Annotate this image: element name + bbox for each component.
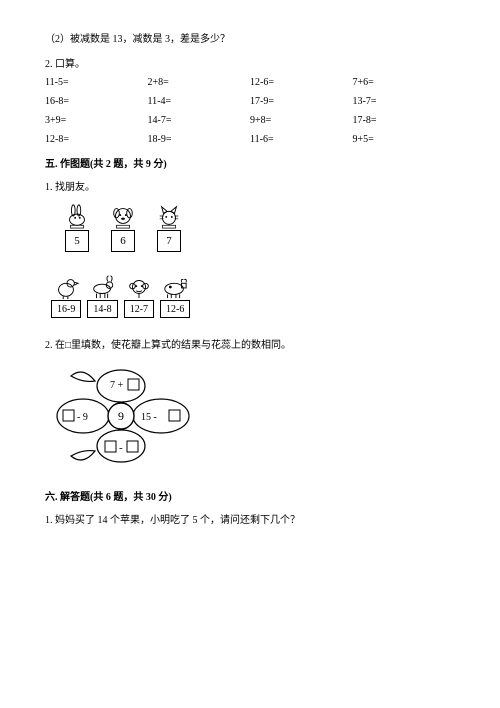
section-6-title: 六. 解答题(共 6 题，共 30 分) (45, 488, 455, 503)
calc-cell: 18-9= (148, 134, 251, 145)
animal-cow: 12-6 (160, 274, 190, 318)
calc-cell: 3+9= (45, 115, 148, 126)
flower-icon: 9 7 + - 9 15 - - (53, 361, 203, 471)
question-5-2: 2. 在□里填数，使花瓣上算式的结果与花蕊上的数相同。 (45, 336, 455, 351)
calc-cell: 9+5= (353, 134, 456, 145)
cow-icon (161, 274, 189, 300)
animal-monkey: 12-7 (124, 274, 154, 318)
question-subtraction: （2）被减数是 13，减数是 3，差是多少？ (45, 30, 455, 45)
expr-label: 12-6 (166, 304, 184, 315)
flower-center: 9 (118, 409, 124, 423)
calc-cell: 9+8= (250, 115, 353, 126)
cat-icon (155, 203, 183, 229)
calc-grid: 11-5= 2+8= 12-6= 7+6= 16-8= 11-4= 17-9= … (45, 77, 455, 145)
calc-cell: 17-8= (353, 115, 456, 126)
expr-label: 14-8 (93, 304, 111, 315)
expr-box: 12-7 (124, 300, 154, 318)
num-box: 6 (111, 230, 135, 252)
animal-cat: 7 (155, 203, 183, 252)
rabbit-icon (63, 203, 91, 229)
animal-chicken: 16-9 (51, 274, 81, 318)
calc-cell: 11-4= (148, 96, 251, 107)
friends-bottom-row: 16-9 14-8 12-7 (51, 274, 455, 318)
calc-cell: 2+8= (148, 77, 251, 88)
animal-goat: 14-8 (87, 274, 117, 318)
question-5-1: 1. 找朋友。 (45, 178, 455, 193)
dog-icon (109, 203, 137, 229)
num-label: 7 (166, 235, 172, 247)
goat-icon (89, 274, 117, 300)
page: （2）被减数是 13，减数是 3，差是多少？ 2. 口算。 11-5= 2+8=… (0, 0, 500, 708)
animal-dog: 6 (109, 203, 137, 252)
num-box: 5 (65, 230, 89, 252)
animal-rabbit: 5 (63, 203, 91, 252)
monkey-icon (125, 274, 153, 300)
calc-cell: 13-7= (353, 96, 456, 107)
expr-label: 16-9 (57, 304, 75, 315)
section-5-title: 五. 作图题(共 2 题，共 9 分) (45, 155, 455, 170)
svg-text:15 -: 15 - (141, 412, 157, 423)
svg-text:7 +: 7 + (110, 380, 124, 391)
flower-figure: 9 7 + - 9 15 - - (53, 361, 455, 474)
calc-cell: 11-5= (45, 77, 148, 88)
calc-cell: 7+6= (353, 77, 456, 88)
question-mental-calc-title: 2. 口算。 (45, 55, 455, 70)
friends-top-row: 5 6 7 (63, 203, 455, 252)
svg-text:-: - (119, 442, 123, 454)
num-label: 6 (120, 235, 126, 247)
chicken-icon (52, 274, 80, 300)
calc-cell: 14-7= (148, 115, 251, 126)
calc-cell: 12-6= (250, 77, 353, 88)
calc-cell: 11-6= (250, 134, 353, 145)
num-box: 7 (157, 230, 181, 252)
num-label: 5 (74, 235, 80, 247)
calc-cell: 17-9= (250, 96, 353, 107)
calc-cell: 16-8= (45, 96, 148, 107)
expr-box: 14-8 (87, 300, 117, 318)
calc-cell: 12-8= (45, 134, 148, 145)
expr-box: 12-6 (160, 300, 190, 318)
expr-box: 16-9 (51, 300, 81, 318)
question-6-1: 1. 妈妈买了 14 个苹果，小明吃了 5 个，请问还剩下几个？ (45, 511, 455, 526)
svg-text:- 9: - 9 (77, 412, 88, 423)
expr-label: 12-7 (130, 304, 148, 315)
